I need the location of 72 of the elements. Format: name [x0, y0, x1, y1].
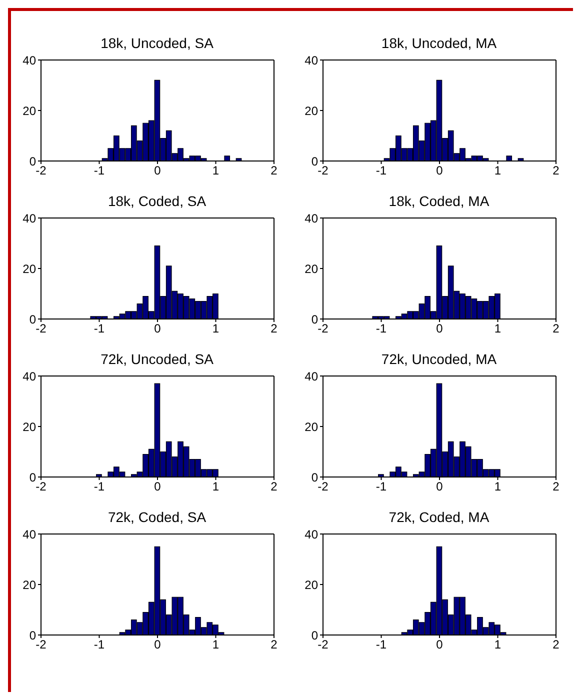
x-tick-label: 2 [552, 164, 560, 178]
y-tick-label: 20 [304, 420, 318, 434]
y-tick-label: 20 [22, 104, 36, 118]
y-tick-label: 0 [29, 312, 36, 326]
x-tick-label: -2 [36, 480, 47, 494]
x-tick-label: 2 [270, 638, 278, 652]
x-tick-label: 2 [270, 480, 278, 494]
chart-title: 18k, Uncoded, MA [380, 35, 498, 53]
x-tick-label: -1 [94, 322, 105, 336]
y-tick-label: 40 [22, 211, 36, 226]
x-tick-label: 0 [154, 164, 162, 178]
x-tick-label: 0 [436, 638, 444, 652]
y-tick-label: 40 [22, 53, 36, 68]
x-tick-label: -2 [318, 638, 329, 652]
y-tick-label: 0 [311, 628, 318, 642]
x-tick-label: -1 [94, 638, 105, 652]
y-tick-label: 0 [311, 470, 318, 484]
y-tick-label: 0 [29, 628, 36, 642]
chart-title: 72k, Coded, MA [388, 509, 490, 527]
y-tick-label: 20 [22, 262, 36, 276]
x-tick-label: -1 [376, 480, 387, 494]
x-tick-label: -1 [94, 480, 105, 494]
y-tick-label: 40 [304, 53, 318, 68]
y-tick-label: 20 [304, 262, 318, 276]
chart-title: 72k, Uncoded, MA [380, 351, 498, 369]
x-tick-label: -2 [36, 164, 47, 178]
x-tick-label: 1 [494, 322, 502, 336]
y-tick-label: 20 [22, 420, 36, 434]
chart-title: 18k, Coded, MA [388, 193, 490, 211]
y-tick-label: 40 [22, 369, 36, 384]
x-tick-label: 0 [154, 638, 162, 652]
x-tick-label: 0 [436, 164, 444, 178]
y-tick-label: 0 [311, 154, 318, 168]
x-tick-label: 1 [494, 480, 502, 494]
x-tick-label: -1 [376, 164, 387, 178]
y-tick-label: 20 [304, 104, 318, 118]
x-tick-label: 2 [552, 322, 560, 336]
x-tick-label: 1 [212, 638, 220, 652]
x-tick-label: 2 [552, 638, 560, 652]
x-tick-label: 2 [270, 164, 278, 178]
x-tick-label: -1 [376, 322, 387, 336]
x-tick-label: 2 [270, 322, 278, 336]
x-tick-label: -2 [318, 164, 329, 178]
y-tick-label: 20 [304, 578, 318, 592]
x-tick-label: -2 [318, 322, 329, 336]
x-tick-label: 0 [154, 480, 162, 494]
y-tick-label: 0 [311, 312, 318, 326]
chart-title: 18k, Coded, SA [106, 193, 208, 211]
y-tick-label: 0 [29, 470, 36, 484]
y-tick-label: 0 [29, 154, 36, 168]
x-tick-label: -2 [36, 638, 47, 652]
x-tick-label: 0 [436, 322, 444, 336]
y-tick-label: 40 [22, 527, 36, 542]
y-tick-label: 40 [304, 211, 318, 226]
x-tick-label: 1 [212, 480, 220, 494]
x-tick-label: 1 [212, 164, 220, 178]
x-tick-label: -2 [318, 480, 329, 494]
x-tick-label: 0 [436, 480, 444, 494]
x-tick-label: 1 [494, 164, 502, 178]
x-tick-label: 0 [154, 322, 162, 336]
chart-title: 18k, Uncoded, SA [100, 35, 214, 53]
x-tick-label: -2 [36, 322, 47, 336]
x-tick-label: -1 [376, 638, 387, 652]
x-tick-label: 2 [552, 480, 560, 494]
chart-title: 72k, Uncoded, SA [100, 351, 214, 369]
y-tick-label: 20 [22, 578, 36, 592]
chart-title: 72k, Coded, SA [106, 509, 208, 527]
x-tick-label: 1 [494, 638, 502, 652]
x-tick-label: 1 [212, 322, 220, 336]
y-tick-label: 40 [304, 527, 318, 542]
x-tick-label: -1 [94, 164, 105, 178]
y-tick-label: 40 [304, 369, 318, 384]
